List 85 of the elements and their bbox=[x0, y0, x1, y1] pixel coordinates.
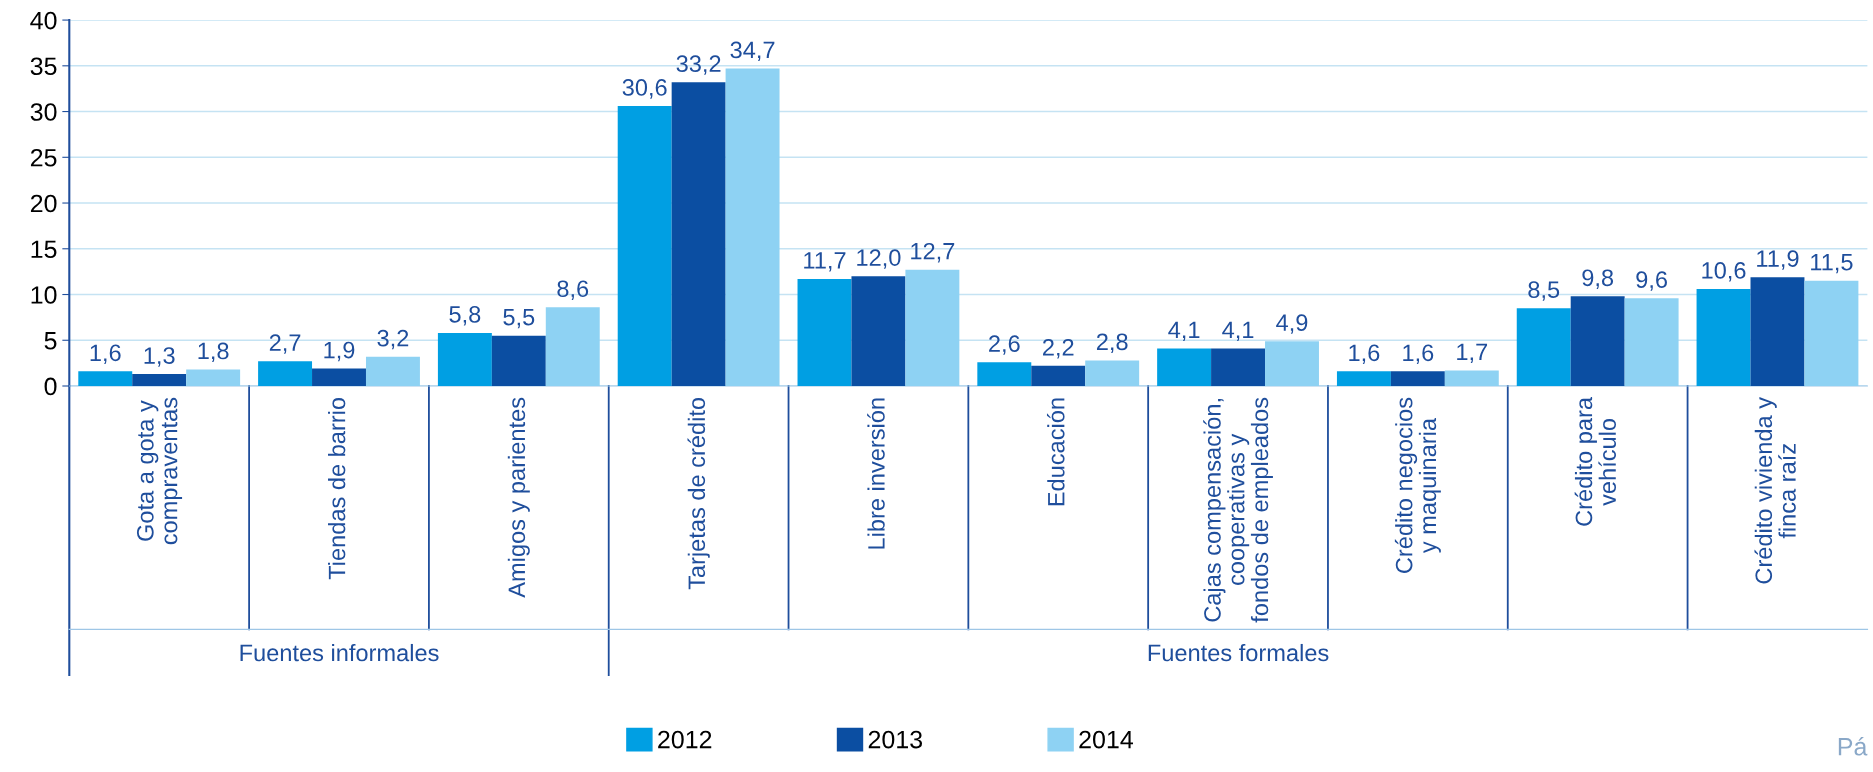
data-label: 1,3 bbox=[144, 347, 175, 367]
bar bbox=[905, 269, 960, 386]
x-tick-label: Tarjetas de crédito bbox=[687, 397, 710, 590]
source-note: Fuentes informales bbox=[240, 643, 439, 662]
data-label: 11,5 bbox=[1811, 254, 1853, 274]
legend-label: 2013 bbox=[868, 730, 923, 749]
bar bbox=[1085, 360, 1140, 386]
data-label: 2,2 bbox=[1043, 338, 1074, 359]
data-label: 2,8 bbox=[1096, 333, 1128, 353]
data-label: 11,9 bbox=[1757, 250, 1799, 270]
bar bbox=[365, 356, 420, 386]
data-label: 33,2 bbox=[676, 55, 721, 75]
x-tick-label: Crédito para vehículo bbox=[1574, 396, 1617, 526]
data-label: 8,5 bbox=[1528, 281, 1560, 301]
data-label: 1,6 bbox=[1403, 344, 1434, 364]
y-tick-label: 15 bbox=[31, 240, 57, 259]
data-label: 5,8 bbox=[449, 306, 481, 326]
bar bbox=[617, 106, 672, 386]
x-tick-label: Amigos y parientes bbox=[507, 397, 530, 598]
x-tick-label: Libre inversión bbox=[867, 398, 885, 549]
data-label: 8,6 bbox=[557, 280, 589, 300]
y-tick-label: 40 bbox=[30, 11, 57, 30]
bar bbox=[545, 307, 600, 386]
x-tick-label: Crédito negocios y maquinaria bbox=[1394, 397, 1441, 573]
x-tick-label: Cajas compensación, cooperativas y fondos de empleados bbox=[1203, 397, 1273, 623]
data-label: 9,6 bbox=[1636, 271, 1667, 291]
x-tick-label: Gota a gota y compraventas bbox=[136, 397, 183, 545]
bar bbox=[725, 68, 780, 386]
data-label: 10,6 bbox=[1702, 262, 1746, 282]
data-label: 12,7 bbox=[911, 242, 955, 263]
bar bbox=[1516, 308, 1571, 386]
text: Pá bbox=[1838, 736, 1868, 756]
bar bbox=[1750, 277, 1805, 386]
bar bbox=[977, 362, 1032, 386]
bar bbox=[1696, 289, 1751, 386]
data-label: 30,6 bbox=[622, 79, 667, 99]
source-note: Fuentes formales bbox=[1148, 643, 1329, 662]
bar bbox=[851, 276, 906, 386]
data-label: 11,7 bbox=[804, 252, 846, 272]
bar bbox=[258, 361, 313, 386]
bar bbox=[1211, 348, 1266, 386]
bar bbox=[1157, 348, 1212, 386]
data-label: 9,8 bbox=[1582, 269, 1614, 289]
data-label: 4,1 bbox=[1222, 321, 1254, 342]
bar bbox=[186, 369, 241, 386]
bar bbox=[1031, 365, 1086, 386]
data-label: 4,9 bbox=[1276, 314, 1308, 334]
x-tick-label: Tiendas de barrio bbox=[328, 397, 346, 580]
y-tick-label: 25 bbox=[30, 148, 57, 167]
bar bbox=[491, 335, 546, 386]
bar bbox=[78, 371, 133, 386]
data-label: 1,9 bbox=[324, 341, 355, 362]
data-label: 5,5 bbox=[503, 308, 535, 329]
y-tick-label: 35 bbox=[30, 57, 57, 76]
bar bbox=[1265, 341, 1319, 386]
bar bbox=[1444, 370, 1499, 386]
x-tick-label: Crédito vivienda y finca raíz bbox=[1754, 397, 1796, 584]
legend-label: 2012 bbox=[658, 730, 712, 749]
y-tick-label: 10 bbox=[31, 286, 57, 304]
data-label: 1,6 bbox=[1349, 344, 1380, 364]
data-label: 12,0 bbox=[857, 249, 901, 269]
bar bbox=[1804, 280, 1859, 386]
bar bbox=[671, 82, 726, 386]
bar bbox=[437, 332, 492, 386]
data-label: 34,7 bbox=[730, 41, 775, 62]
y-tick-label: 20 bbox=[30, 194, 57, 213]
bar bbox=[797, 278, 852, 386]
y-tick-label: 5 bbox=[44, 332, 57, 350]
data-label: 3,2 bbox=[377, 329, 409, 350]
bar bbox=[1336, 371, 1391, 386]
y-tick-label: 30 bbox=[30, 103, 57, 121]
bar bbox=[1570, 296, 1625, 386]
data-label: 2,6 bbox=[989, 335, 1020, 355]
y-tick-label: 0 bbox=[44, 377, 57, 396]
bar bbox=[1624, 298, 1679, 386]
data-label: 1,6 bbox=[90, 344, 121, 364]
data-label: 4,1 bbox=[1168, 321, 1200, 342]
bar bbox=[312, 368, 366, 386]
data-label: 1,7 bbox=[1457, 343, 1488, 364]
bar bbox=[1390, 371, 1445, 386]
legend-label: 2014 bbox=[1079, 730, 1133, 749]
data-label: 2,7 bbox=[269, 334, 301, 354]
data-label: 1,8 bbox=[198, 342, 229, 363]
bar bbox=[132, 374, 187, 386]
x-tick-label: Educación bbox=[1046, 398, 1065, 506]
